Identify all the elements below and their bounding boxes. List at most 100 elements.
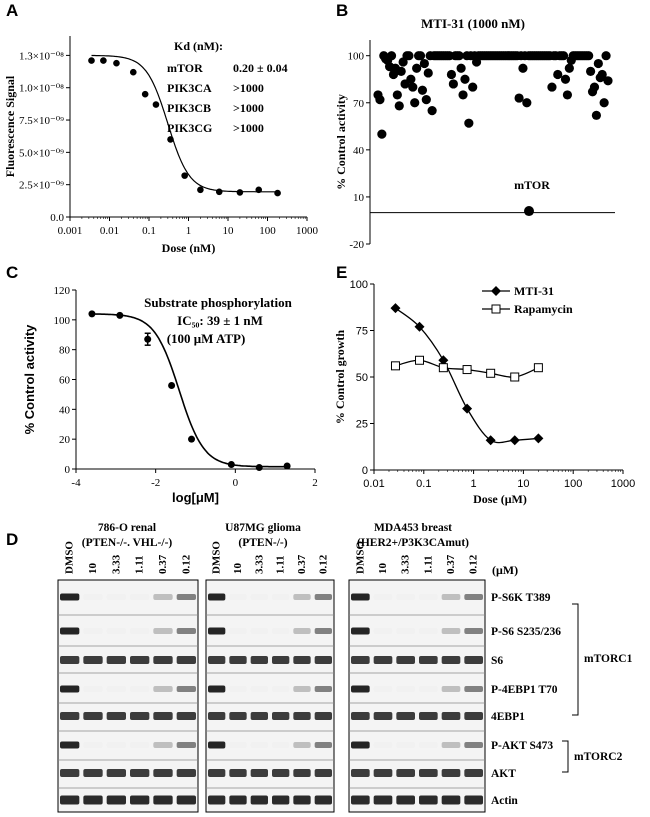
blot-band [176, 712, 196, 720]
kinase-point [584, 51, 594, 61]
blot-band [229, 628, 247, 634]
data-point [215, 188, 223, 196]
lane-label: 10 [232, 563, 244, 575]
blot-band [106, 656, 126, 664]
data-point [88, 310, 96, 318]
blot-band [373, 712, 393, 720]
data-point [144, 335, 152, 343]
blot-band [153, 712, 173, 720]
blot-band [464, 594, 483, 600]
x-tick-label: 1 [186, 225, 192, 237]
kinase-point [412, 63, 422, 73]
kinase-point [468, 82, 478, 92]
lane-label: 3.33 [253, 554, 265, 574]
panel-e-growth-curves: 0.01 0.1 1 10 100 1000 0 25 50 75 100 % Control gro… [333, 279, 635, 506]
blot-band [229, 594, 247, 600]
blot-group-title: U87MG glioma [225, 522, 301, 534]
x-axis-label: log[μM] [172, 490, 219, 505]
chart-title: MTI-31 (1000 nM) [421, 16, 525, 31]
series-marker-rapamycin [462, 365, 472, 375]
blot-band [293, 656, 311, 664]
blot-band [130, 656, 150, 664]
blot-band [396, 686, 415, 692]
y-tick-label: 60 [59, 375, 71, 387]
blot-band [464, 712, 483, 720]
series-marker-rapamycin [415, 355, 425, 365]
blot-band [419, 594, 438, 600]
blot-band [106, 628, 126, 634]
kinase-point [394, 101, 404, 111]
y-tick-label: 100 [348, 51, 365, 63]
blot-band [314, 656, 332, 664]
blot-band [464, 686, 483, 692]
blot-band [441, 742, 461, 748]
x-tick-label: 1000 [611, 478, 635, 490]
data-point [255, 464, 263, 472]
data-point [167, 136, 174, 143]
blot-band [441, 594, 461, 600]
blot-band [293, 795, 311, 805]
blot-band [250, 656, 268, 664]
blot-band [250, 769, 268, 777]
kinase-point [415, 51, 426, 61]
blot-band [60, 656, 80, 664]
blot-band [83, 594, 103, 600]
blot-band [60, 769, 80, 777]
blot-band [272, 594, 290, 600]
blot-band [272, 656, 290, 664]
blot-band [464, 795, 483, 805]
lane-label: 1.11 [275, 555, 287, 574]
blot-band [60, 685, 80, 693]
blot-band [130, 769, 150, 777]
blot-band [441, 656, 461, 664]
data-point [129, 68, 137, 76]
fit-curve [91, 313, 288, 468]
kinase-point [396, 66, 406, 76]
kd-target: mTOR [167, 61, 203, 75]
kinase-point [406, 74, 416, 84]
y-tick-label: 50 [356, 372, 368, 384]
y-axis-label: % Control activity [334, 94, 348, 190]
mtorc1-label: mTORC1 [584, 653, 633, 665]
x-tick-label: 10 [517, 478, 529, 490]
data-point [283, 462, 291, 470]
blot-band [106, 742, 126, 748]
blot-band [351, 627, 370, 635]
kinase-point [564, 63, 574, 73]
blot-band [229, 795, 247, 805]
blot-band [373, 656, 393, 664]
kinase-point [601, 51, 611, 61]
kinase-point [518, 63, 528, 73]
y-tick-label: 20 [59, 434, 71, 446]
blot-band [208, 656, 226, 664]
blot-band [176, 742, 196, 748]
y-tick-label: 40 [353, 145, 365, 157]
data-point [197, 186, 204, 194]
blot-band [419, 795, 438, 805]
blot-row-label: S6 [491, 655, 503, 667]
kd-value: 0.20 ± 0.04 [233, 61, 288, 75]
kinase-point [427, 106, 437, 116]
panel-b-kinase-scan: -20 10 40 70 100 % Control activity MTI-31 (10… [334, 16, 615, 251]
mtorc2-label: mTORC2 [574, 751, 623, 763]
kinase-point [560, 74, 571, 84]
blot-band [272, 628, 290, 634]
y-tick-label: 70 [353, 98, 365, 110]
blot-band [293, 742, 311, 748]
blot-band [250, 795, 268, 805]
data-point [236, 189, 244, 196]
kinase-point [603, 76, 613, 86]
data-point [152, 101, 160, 108]
lane-label: DMSO [354, 541, 366, 574]
blot-group-title: 786-O renal [98, 522, 156, 534]
data-point [116, 311, 124, 319]
y-tick-label: 2.5×10⁻⁰⁹ [19, 180, 64, 192]
data-point [274, 189, 281, 197]
panel-label-a: A [6, 1, 18, 20]
y-tick-label: 1.0×10⁻⁰⁸ [19, 83, 64, 95]
blot-band [272, 795, 290, 805]
kinase-point [593, 58, 603, 69]
kinase-point [591, 110, 602, 120]
blot-band [396, 628, 415, 634]
y-tick-label: -20 [349, 239, 364, 251]
